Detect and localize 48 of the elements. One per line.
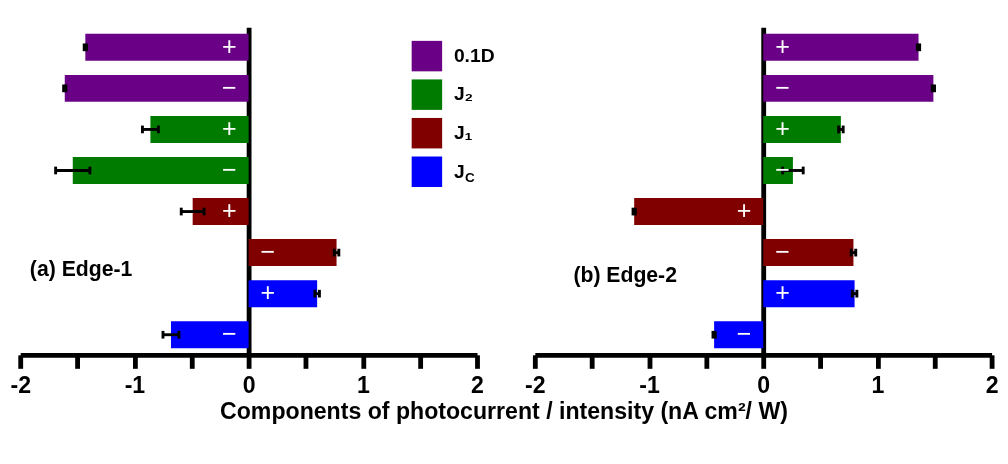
bar [763, 157, 793, 184]
bar [763, 74, 934, 102]
y-tick-label: + [260, 278, 276, 307]
bar [64, 74, 249, 102]
y-tick-label: + [775, 114, 790, 143]
bar [150, 115, 249, 143]
bar [714, 321, 764, 349]
y-tick-label: − [775, 73, 790, 102]
annotation: (b) Edge-2 [573, 263, 677, 288]
legend-label: 0.1D [453, 44, 495, 66]
bar [170, 321, 249, 349]
y-tick-label: − [222, 155, 237, 184]
bar [248, 239, 337, 267]
y-tick-label: + [736, 196, 752, 225]
legend-label: J₁ [453, 121, 473, 143]
bar [192, 198, 249, 226]
y-tick-label: − [736, 319, 752, 348]
bar [763, 33, 919, 61]
x-tick-label: -2 [10, 371, 31, 398]
y-tick-label: − [775, 155, 790, 184]
y-tick-label: + [222, 114, 237, 143]
y-tick-label: + [775, 32, 790, 61]
x-tick-label: 0 [242, 371, 256, 398]
bar [248, 280, 318, 308]
x-axis-title: Components of photocurrent / intensity (nA cm²/ W) [220, 398, 788, 425]
y-tick-label: + [222, 196, 237, 225]
y-tick-label: − [222, 73, 237, 102]
y-tick-label: + [775, 278, 790, 307]
x-tick-label: 0 [757, 371, 771, 398]
bar [763, 280, 855, 308]
x-tick-label: 1 [871, 371, 885, 398]
bar [72, 157, 249, 184]
bar [634, 198, 764, 226]
y-tick-label: − [222, 319, 237, 348]
legend-label: J₂ [453, 83, 474, 105]
y-tick-label: − [775, 237, 790, 266]
bar [763, 115, 841, 143]
x-tick-label: 1 [356, 371, 370, 398]
x-tick-label: -2 [525, 371, 546, 398]
y-tick-label: + [222, 32, 237, 61]
x-tick-label: -1 [124, 371, 146, 398]
x-tick-label: 2 [471, 371, 484, 398]
x-tick-label: -1 [639, 371, 660, 398]
annotation: (a) Edge-1 [29, 257, 133, 282]
bar [85, 33, 249, 61]
y-tick-label: − [260, 237, 276, 266]
bar [763, 239, 854, 267]
x-tick-label: 2 [985, 371, 999, 398]
